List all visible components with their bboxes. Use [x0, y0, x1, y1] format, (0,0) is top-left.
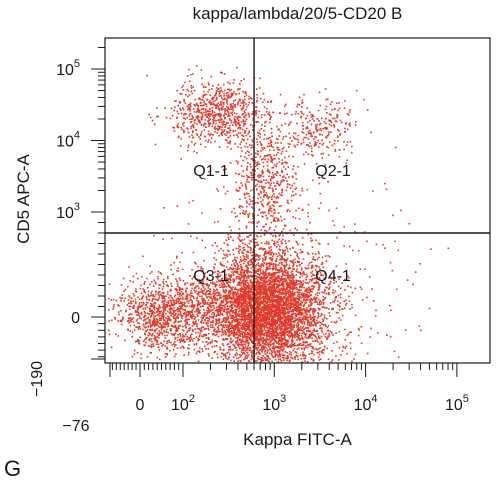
- y-axis-label: CD5 APC-A: [14, 154, 33, 244]
- y-tick-label: 105: [56, 58, 80, 79]
- quadrant-label-top-right: Q2-1: [315, 163, 351, 180]
- population-left-tail: [108, 255, 245, 363]
- quadrant-label-top-left: Q1-1: [193, 163, 229, 180]
- population-sparse: [108, 92, 450, 363]
- y-axis-ticks: [91, 46, 105, 360]
- x-tick-label: −76: [62, 418, 89, 435]
- x-tick-label: 103: [262, 393, 286, 414]
- x-axis-tick-labels: −76 0 102 103 104 105: [62, 393, 468, 435]
- panel-letter: G: [4, 456, 22, 481]
- y-tick-label: 0: [71, 310, 80, 327]
- x-axis-label: Kappa FITC-A: [243, 430, 352, 449]
- quadrant-label-bottom-left: Q3-1: [193, 268, 229, 285]
- population-main: [157, 194, 369, 363]
- plot-frame: [104, 37, 491, 364]
- population-cd5-positive: [146, 65, 298, 160]
- scatter-points: [108, 65, 450, 363]
- x-tick-label: 105: [445, 393, 469, 414]
- y-axis-tick-labels: −190 0 103 104 105: [29, 58, 80, 397]
- x-axis-ticks: [109, 363, 458, 377]
- x-tick-label: 102: [171, 393, 195, 414]
- quadrant-label-bottom-right: Q4-1: [315, 268, 351, 285]
- quadrant-labels: Q1-1 Q2-1 Q3-1 Q4-1: [193, 163, 351, 285]
- x-tick-label: 104: [354, 393, 378, 414]
- y-tick-label: 103: [56, 201, 80, 222]
- chart-title: kappa/lambda/20/5-CD20 B: [192, 4, 403, 23]
- quadrant-gate: [105, 38, 490, 363]
- population-bridge: [208, 104, 320, 261]
- y-tick-label: −190: [29, 361, 46, 397]
- x-tick-label: 0: [136, 397, 145, 414]
- y-tick-label: 104: [56, 130, 80, 151]
- population-cd5-right: [268, 88, 372, 179]
